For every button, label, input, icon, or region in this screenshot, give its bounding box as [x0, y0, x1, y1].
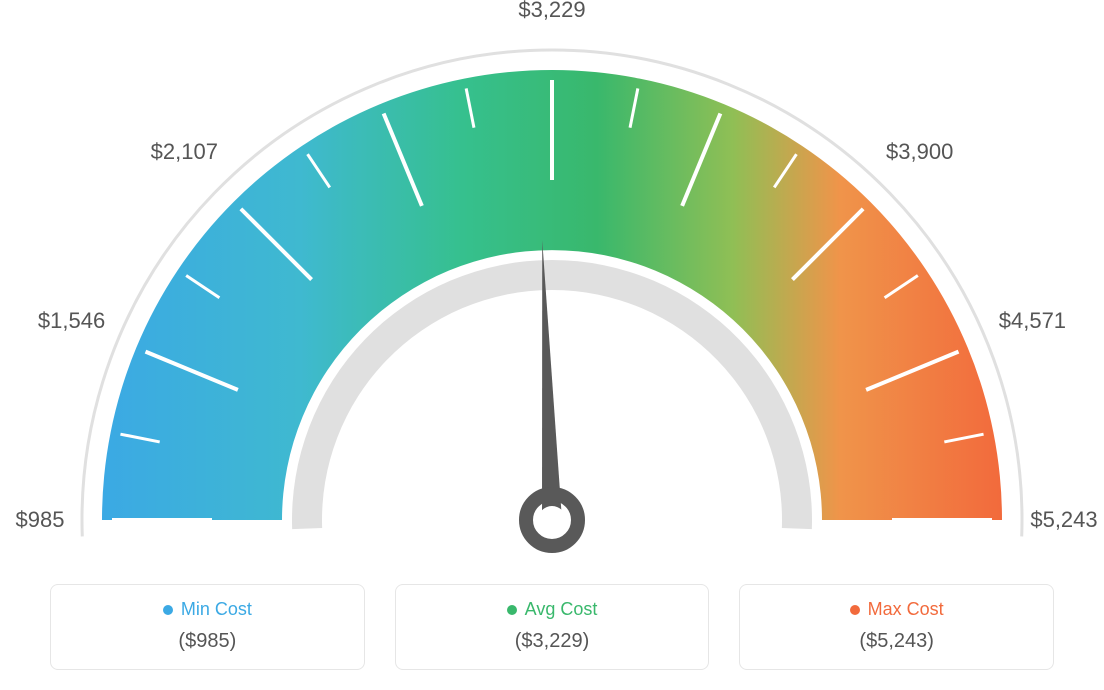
gauge-scale-label: $4,571: [999, 308, 1066, 334]
gauge-svg: [0, 0, 1104, 560]
legend-title-avg-text: Avg Cost: [525, 599, 598, 620]
legend-dot-avg: [507, 605, 517, 615]
legend-dot-max: [850, 605, 860, 615]
legend-value-avg: ($3,229): [406, 630, 699, 653]
cost-gauge-chart: $985 $1,546 $2,107 $3,229 $3,900 $4,571 $5,243…: [0, 0, 1104, 690]
legend-title-min-text: Min Cost: [181, 599, 252, 620]
legend-title-max: Max Cost: [750, 599, 1043, 620]
legend-value-max: ($5,243): [750, 630, 1043, 653]
gauge-area: $985 $1,546 $2,107 $3,229 $3,900 $4,571 $5,243: [0, 0, 1104, 560]
legend-card-max: Max Cost ($5,243): [739, 584, 1054, 670]
legend-title-max-text: Max Cost: [868, 599, 944, 620]
gauge-scale-label: $2,107: [151, 139, 218, 165]
gauge-scale-label: $985: [16, 507, 65, 533]
gauge-scale-label: $5,243: [1030, 507, 1097, 533]
gauge-scale-label: $3,229: [518, 0, 585, 23]
legend-card-min: Min Cost ($985): [50, 584, 365, 670]
legend-dot-min: [163, 605, 173, 615]
gauge-scale-label: $3,900: [886, 139, 953, 165]
legend-value-min: ($985): [61, 630, 354, 653]
legend-title-avg: Avg Cost: [406, 599, 699, 620]
legend-title-min: Min Cost: [61, 599, 354, 620]
gauge-scale-label: $1,546: [38, 308, 105, 334]
legend-row: Min Cost ($985) Avg Cost ($3,229) Max Co…: [50, 584, 1054, 670]
legend-card-avg: Avg Cost ($3,229): [395, 584, 710, 670]
